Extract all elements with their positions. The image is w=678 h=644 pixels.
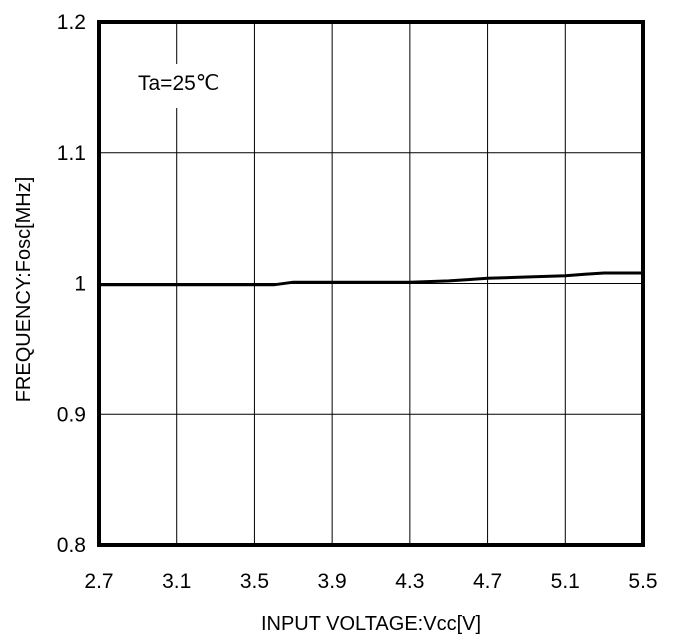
y-tick-label: 1.2 <box>57 11 86 34</box>
x-tick-label: 2.7 <box>84 570 113 593</box>
grid <box>99 22 643 545</box>
x-tick-label: 4.3 <box>395 570 424 593</box>
series-line <box>99 271 643 287</box>
x-tick-label: 4.7 <box>473 570 502 593</box>
y-tick-label: 1 <box>74 273 86 296</box>
y-tick-label: 0.9 <box>57 403 86 426</box>
x-tick-labels: 2.7 3.1 3.5 3.9 4.3 4.7 5.1 5.5 <box>84 570 657 593</box>
y-tick-label: 0.8 <box>57 534 86 557</box>
annotation-background <box>128 64 248 108</box>
y-axis-label: FREQUENCY:Fosc[MHz] <box>13 177 35 403</box>
x-tick-label: 5.5 <box>628 570 657 593</box>
x-tick-label: 5.1 <box>551 570 580 593</box>
x-axis-label: INPUT VOLTAGE:Vcc[V] <box>261 613 481 635</box>
annotation: Ta=25℃ <box>138 72 219 95</box>
y-tick-label: 1.1 <box>57 142 86 165</box>
x-tick-label: 3.9 <box>318 570 347 593</box>
y-tick-labels: 0.8 0.9 1 1.1 1.2 <box>57 11 86 557</box>
x-tick-label: 3.1 <box>162 570 191 593</box>
x-tick-label: 3.5 <box>240 570 269 593</box>
